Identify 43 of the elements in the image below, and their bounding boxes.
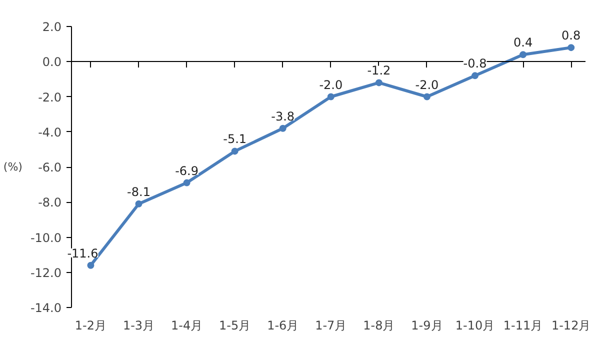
- x-tick-label: 1-5月: [219, 318, 251, 332]
- y-tick-label: -12.0: [30, 266, 62, 280]
- text: -1.2: [367, 64, 391, 78]
- text: -6.9: [175, 164, 199, 178]
- y-tick-label: -8.0: [38, 196, 62, 210]
- point: [375, 79, 382, 86]
- x-tick-label: 1-3月: [122, 318, 155, 332]
- x-tick-label: 1-9月: [411, 318, 443, 332]
- text: 0.8: [562, 28, 581, 43]
- text: -5.1: [223, 132, 247, 146]
- y-tick-label: -14.0: [30, 301, 62, 315]
- point: [327, 93, 334, 100]
- y-tick-label: 0.0: [42, 55, 62, 70]
- text: -3.8: [271, 109, 295, 124]
- x-tick-label: 1-12月: [551, 318, 591, 332]
- y-axis-title: (%): [3, 160, 22, 174]
- text: -2.0: [319, 78, 343, 92]
- y-tick-label: -10.0: [30, 230, 62, 245]
- point: [568, 44, 575, 52]
- text: -8.1: [127, 184, 150, 199]
- point: [231, 148, 238, 155]
- point: [135, 200, 142, 208]
- point: [423, 93, 430, 100]
- point: [472, 72, 479, 80]
- y-tick-label: -6.0: [38, 160, 62, 174]
- point: [279, 124, 286, 132]
- x-tick-label: 1-4月: [170, 318, 203, 332]
- x-tick-label: 1-11月: [503, 318, 543, 332]
- point: [87, 262, 94, 269]
- text: 0.4: [514, 36, 533, 50]
- x-tick-label: 1-2月: [74, 318, 107, 332]
- point: [183, 179, 190, 186]
- y-tick-label: 2.0: [42, 20, 62, 34]
- text: -11.6: [67, 246, 98, 260]
- x-tick-label: 1-6月: [267, 318, 299, 332]
- text: -0.8: [463, 56, 487, 71]
- x-tick-label: 1-10月: [455, 318, 495, 332]
- y-tick-label: -2.0: [38, 90, 62, 104]
- text: -2.0: [415, 78, 439, 92]
- point: [520, 51, 527, 58]
- x-tick-label: 1-8月: [363, 318, 395, 332]
- y-tick-label: -4.0: [38, 125, 62, 140]
- x-tick-label: 1-7月: [315, 318, 347, 332]
